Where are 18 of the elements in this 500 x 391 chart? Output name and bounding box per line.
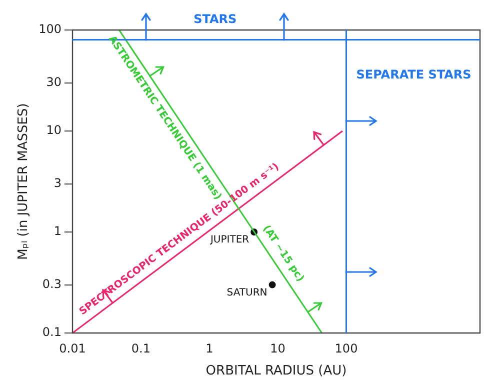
y-tick-label: 1 <box>54 224 62 238</box>
x-tick-label: 10 <box>270 341 286 356</box>
series-label: SATURN <box>226 287 268 298</box>
x-axis-title: ORBITAL RADIUS (AU) <box>206 364 347 379</box>
y-tick-label: 0.3 <box>42 276 62 291</box>
x-tick-label: 0.1 <box>131 341 150 356</box>
y-axis-title: Mₚₗ (in JUPITER MASSES) <box>16 103 32 260</box>
y-tick-label: 3 <box>54 176 62 190</box>
y-tick-label: 30 <box>46 74 62 89</box>
y-tick-label: 0.1 <box>42 325 62 340</box>
x-tick-label: 0.01 <box>59 341 86 356</box>
y-tick-label: 100 <box>38 22 62 36</box>
x-tick-label: 100 <box>334 341 358 356</box>
ref-line-label: STARS <box>194 12 237 26</box>
series-label: JUPITER <box>209 234 250 246</box>
x-tick-label: 1 <box>206 341 214 356</box>
ref-line-label: SEPARATE STARS <box>356 68 472 82</box>
y-tick-label: 10 <box>46 123 62 138</box>
